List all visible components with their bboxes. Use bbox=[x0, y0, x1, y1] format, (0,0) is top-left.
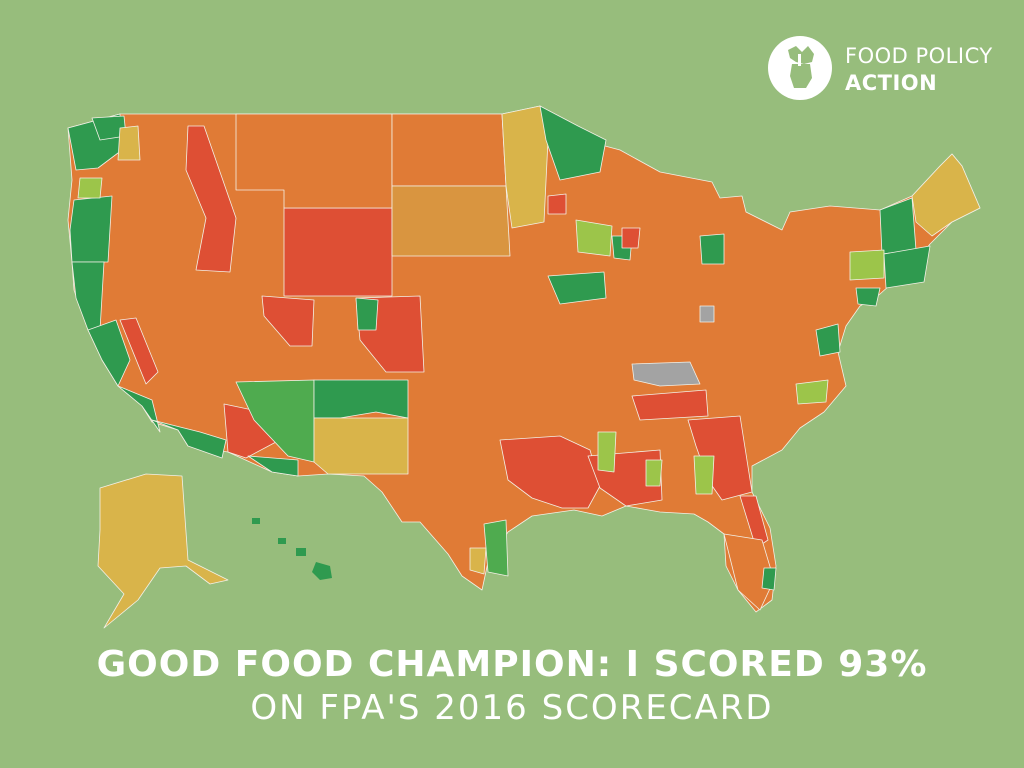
region-georgia-green bbox=[645, 459, 663, 487]
region-wisconsin bbox=[575, 219, 613, 257]
region-virginia-green bbox=[795, 379, 829, 405]
region-arkansas-louisiana bbox=[499, 435, 601, 509]
region-minnesota-metro bbox=[547, 193, 567, 215]
subline: ON FPA'S 2016 SCORECARD bbox=[250, 688, 774, 728]
region-texas-houston bbox=[483, 519, 509, 577]
region-south-dakota bbox=[391, 185, 511, 257]
region-utah bbox=[261, 295, 315, 347]
region-ohio-gray bbox=[699, 305, 715, 323]
region-new-york-city bbox=[855, 287, 881, 307]
brand-logo: FOOD POLICY ACTION bbox=[768, 36, 1008, 106]
region-arizona-north bbox=[235, 379, 315, 463]
region-iowa-east bbox=[547, 271, 607, 305]
region-mississippi-green bbox=[597, 431, 617, 473]
headline: GOOD FOOD CHAMPION: I SCORED 93% bbox=[96, 644, 928, 685]
region-alaska bbox=[97, 473, 229, 629]
region-tennessee bbox=[631, 389, 709, 421]
region-oregon-portland bbox=[77, 177, 103, 199]
region-texas-gulf bbox=[469, 547, 487, 575]
region-georgia bbox=[687, 415, 753, 501]
region-california-coast-south bbox=[117, 385, 161, 433]
region-california-bay bbox=[87, 319, 131, 387]
region-hawaii-maui bbox=[296, 548, 306, 556]
region-new-england-south bbox=[883, 245, 931, 289]
region-colorado-denver bbox=[355, 297, 379, 331]
region-florida-peninsula bbox=[723, 533, 775, 611]
fist-holding-vegetables-icon bbox=[768, 36, 832, 100]
region-florida-east bbox=[739, 495, 769, 549]
region-hawaii-big-island bbox=[312, 562, 332, 580]
region-california-central bbox=[119, 317, 159, 385]
region-california-la bbox=[151, 419, 227, 459]
region-kentucky-no-data bbox=[631, 361, 701, 387]
region-florida-south bbox=[761, 567, 777, 591]
region-maryland-green bbox=[815, 323, 841, 357]
brand-line-1: FOOD POLICY bbox=[845, 44, 993, 68]
brand-line-2: ACTION bbox=[845, 71, 938, 95]
region-arizona-south bbox=[247, 455, 299, 477]
region-washington-mid bbox=[117, 125, 141, 161]
region-minnesota-north bbox=[539, 105, 607, 181]
region-new-mexico-south bbox=[313, 417, 409, 475]
region-new-york-east bbox=[849, 249, 885, 281]
region-idaho bbox=[185, 125, 237, 273]
region-hawaii-oahu bbox=[278, 538, 286, 544]
region-chicago bbox=[621, 227, 641, 249]
region-michigan-detroit bbox=[699, 233, 725, 265]
region-hawaii-kauai bbox=[252, 518, 260, 524]
region-alabama-green bbox=[693, 455, 715, 495]
region-maine bbox=[911, 153, 981, 237]
